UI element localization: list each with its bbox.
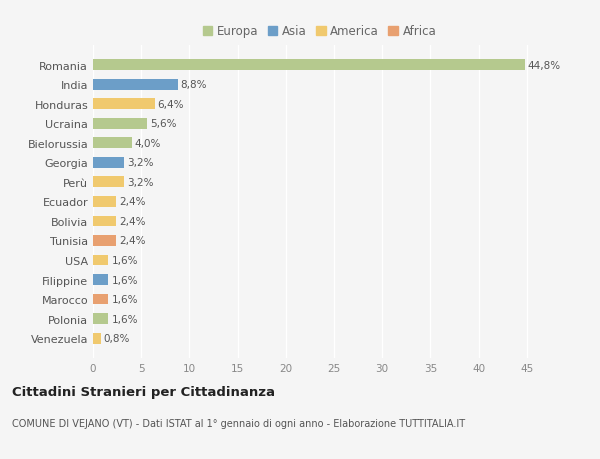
Bar [93, 138, 131, 149]
Text: 4,0%: 4,0% [134, 139, 161, 148]
Text: 0,8%: 0,8% [104, 334, 130, 343]
Bar [93, 235, 116, 246]
Text: 2,4%: 2,4% [119, 197, 146, 207]
Text: 1,6%: 1,6% [112, 314, 138, 324]
Bar [93, 118, 147, 129]
Bar [93, 196, 116, 207]
Bar [93, 313, 109, 325]
Text: 5,6%: 5,6% [150, 119, 176, 129]
Bar [93, 79, 178, 90]
Bar [93, 274, 109, 285]
Bar [93, 99, 155, 110]
Text: 3,2%: 3,2% [127, 158, 153, 168]
Bar [93, 60, 525, 71]
Text: 6,4%: 6,4% [158, 100, 184, 109]
Legend: Europa, Asia, America, Africa: Europa, Asia, America, Africa [198, 21, 441, 43]
Text: Cittadini Stranieri per Cittadinanza: Cittadini Stranieri per Cittadinanza [12, 386, 275, 398]
Bar [93, 177, 124, 188]
Text: 44,8%: 44,8% [527, 61, 561, 70]
Bar [93, 333, 101, 344]
Text: 2,4%: 2,4% [119, 236, 146, 246]
Text: 1,6%: 1,6% [112, 256, 138, 265]
Bar [93, 294, 109, 305]
Bar [93, 157, 124, 168]
Text: 8,8%: 8,8% [181, 80, 207, 90]
Text: 2,4%: 2,4% [119, 217, 146, 226]
Text: 3,2%: 3,2% [127, 178, 153, 187]
Text: 1,6%: 1,6% [112, 275, 138, 285]
Bar [93, 255, 109, 266]
Text: 1,6%: 1,6% [112, 295, 138, 304]
Text: COMUNE DI VEJANO (VT) - Dati ISTAT al 1° gennaio di ogni anno - Elaborazione TUT: COMUNE DI VEJANO (VT) - Dati ISTAT al 1°… [12, 418, 465, 428]
Bar [93, 216, 116, 227]
